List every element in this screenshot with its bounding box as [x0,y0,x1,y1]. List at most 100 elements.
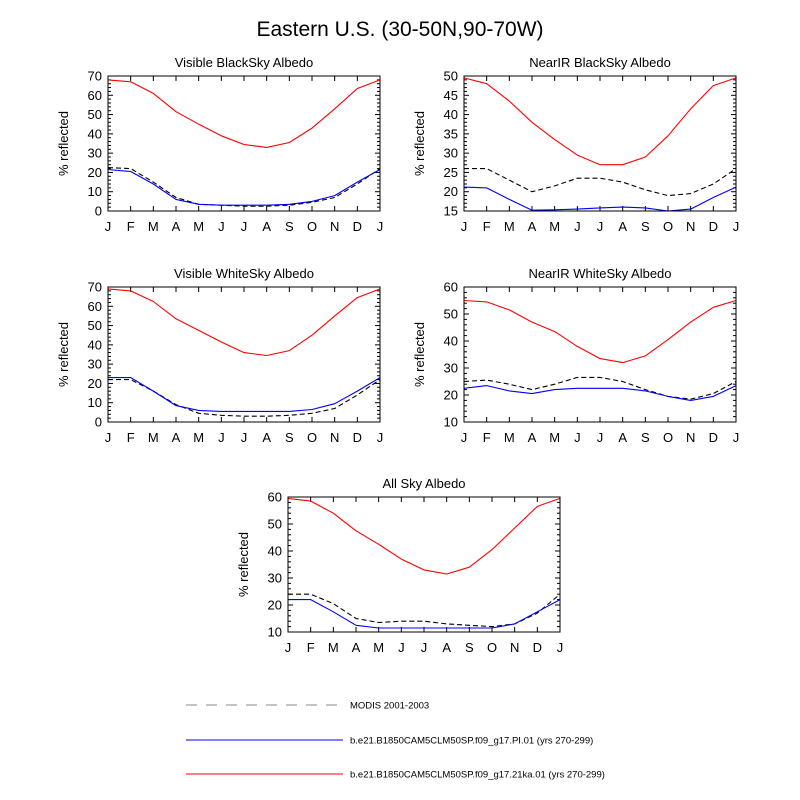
chart-visible-whitesky-albedo-x-tick-label: D [353,430,362,445]
chart-all-sky-albedo-x-tick-label: M [373,640,384,655]
chart-visible-whitesky-albedo-x-tick-label: A [262,430,271,445]
chart-visible-whitesky-albedo-y-tick-label: 50 [88,318,102,333]
chart-visible-whitesky-albedo-y-axis-label: % reflected [56,322,71,387]
figure-title: Eastern U.S. (30-50N,90-70W) [256,18,543,41]
panels: Visible BlackSky Albedo % reflected 0 10 20 3… [56,55,739,655]
chart-visible-blacksky-albedo-x-tick-label: M [193,219,204,234]
chart-visible-whitesky-albedo-x-tick-label: N [330,430,339,445]
chart-nearir-blacksky-albedo-x-tick-label: A [618,219,627,234]
chart-visible-blacksky-albedo-x-tick-label: N [330,219,339,234]
chart-all-sky-albedo-title: All Sky Albedo [382,476,465,491]
chart-nearir-blacksky-albedo-series-ka21-line [463,77,737,166]
chart-nearir-whitesky-albedo-y-tick-label: 20 [444,388,458,403]
chart-visible-blacksky-albedo-x-tick-label: J [218,219,225,234]
chart-nearir-whitesky-albedo-x-tick-label: J [733,430,740,445]
chart-nearir-blacksky-albedo-x-tick-label: A [528,219,537,234]
chart-nearir-blacksky-albedo-x-tick-label: N [686,219,695,234]
chart-visible-whitesky-albedo-x-tick-label: S [285,430,294,445]
chart-nearir-blacksky-albedo: NearIR BlackSky Albedo % reflected 15 20 25 3… [412,55,739,234]
chart-nearir-whitesky-albedo-x-tick-label: A [528,430,537,445]
chart-visible-whitesky-albedo-x-tick-label: A [172,430,181,445]
chart-nearir-blacksky-albedo-x-tick-label: J [597,219,604,234]
chart-nearir-whitesky-albedo-y-tick-label: 50 [444,307,458,322]
chart-nearir-blacksky-albedo-y-tick-label: 40 [444,107,458,122]
chart-all-sky-albedo-y-tick-label: 60 [268,490,282,505]
chart-all-sky-albedo-y-tick-label: 40 [268,544,282,559]
chart-nearir-blacksky-albedo-x-tick-label: J [574,219,581,234]
chart-visible-whitesky-albedo-series-ka21-line [107,288,381,357]
chart-visible-whitesky-albedo-title: Visible WhiteSky Albedo [174,266,314,281]
chart-visible-whitesky-albedo-y-tick-label: 30 [88,357,102,372]
chart-all-sky-albedo-x-tick-label: J [285,640,292,655]
chart-all-sky-albedo-y-tick-label: 50 [268,517,282,532]
chart-visible-whitesky-albedo-y-tick-label: 10 [88,395,102,410]
chart-all-sky-albedo-x-tick-label: F [307,640,315,655]
chart-nearir-whitesky-albedo-y-axis-label: % reflected [412,322,427,387]
chart-nearir-whitesky-albedo-x-tick-label: O [663,430,673,445]
chart-nearir-whitesky-albedo-y-tick-label: 60 [444,280,458,295]
chart-visible-whitesky-albedo-series-pi-line [108,377,381,412]
chart-nearir-blacksky-albedo-x-tick-label: D [709,219,718,234]
chart-visible-whitesky-albedo-x-tick-label: F [127,430,135,445]
chart-nearir-whitesky-albedo-x-tick-label: D [709,430,718,445]
chart-all-sky-albedo-x-tick-label: A [442,640,451,655]
chart-visible-blacksky-albedo-x-tick-label: J [105,219,112,234]
chart-visible-blacksky-albedo-x-tick-label: J [377,219,384,234]
chart-visible-whitesky-albedo-y-tick-label: 40 [88,337,102,352]
chart-nearir-blacksky-albedo-y-tick-label: 30 [444,146,458,161]
chart-visible-whitesky-albedo-y-tick-label: 20 [88,376,102,391]
chart-nearir-whitesky-albedo-series-pi-line [463,385,737,401]
chart-nearir-blacksky-albedo-y-tick-label: 45 [444,88,458,103]
chart-nearir-whitesky-albedo: NearIR WhiteSky Albedo % reflected 10 20 30 4… [412,266,739,445]
chart-visible-blacksky-albedo-y-tick-label: 40 [88,126,102,141]
chart-visible-blacksky-albedo: Visible BlackSky Albedo % reflected 0 10 20 3… [56,55,383,234]
chart-all-sky-albedo-x-tick-label: N [510,640,519,655]
chart-all-sky-albedo-series-ka21-line [287,497,561,575]
chart-nearir-whitesky-albedo-x-tick-label: J [461,430,468,445]
chart-nearir-whitesky-albedo-x-tick-label: J [574,430,581,445]
chart-visible-blacksky-albedo-x-tick-label: O [307,219,317,234]
chart-visible-blacksky-albedo-x-tick-label: D [353,219,362,234]
chart-nearir-whitesky-albedo-plot-frame [463,286,737,423]
chart-all-sky-albedo-x-tick-label: S [465,640,474,655]
chart-nearir-whitesky-albedo-y-tick-label: 30 [444,361,458,376]
chart-all-sky-albedo-y-tick-label: 10 [268,625,282,640]
chart-nearir-whitesky-albedo-x-tick-label: M [549,430,560,445]
chart-nearir-blacksky-albedo-x-tick-label: J [461,219,468,234]
chart-all-sky-albedo-y-axis-label: % reflected [236,532,251,597]
chart-nearir-blacksky-albedo-x-tick-label: M [549,219,560,234]
chart-visible-blacksky-albedo-y-tick-label: 70 [88,69,102,84]
chart-visible-whitesky-albedo-plot-frame [107,286,381,423]
chart-all-sky-albedo-plot-frame [287,496,561,633]
chart-visible-blacksky-albedo-plot-frame [107,75,381,212]
chart-nearir-blacksky-albedo-y-tick-label: 20 [444,184,458,199]
chart-nearir-whitesky-albedo-x-tick-label: S [641,430,650,445]
chart-nearir-blacksky-albedo-plot-frame [463,75,737,212]
chart-visible-whitesky-albedo-series-modis-line [108,379,381,417]
chart-all-sky-albedo-x-tick-label: J [557,640,564,655]
chart-nearir-whitesky-albedo-x-tick-label: M [504,430,515,445]
chart-nearir-whitesky-albedo-series-ka21-line [463,299,737,364]
chart-nearir-blacksky-albedo-x-tick-label: S [641,219,650,234]
chart-visible-whitesky-albedo-x-tick-label: J [377,430,384,445]
chart-visible-blacksky-albedo-title: Visible BlackSky Albedo [175,55,314,70]
chart-nearir-blacksky-albedo-series-pi-line [463,186,737,212]
chart-all-sky-albedo-x-tick-label: A [352,640,361,655]
chart-visible-whitesky-albedo: Visible WhiteSky Albedo % reflected 0 10 20 3… [56,266,383,445]
chart-nearir-blacksky-albedo-y-tick-label: 15 [444,204,458,219]
legend-modis-label: MODIS 2001-2003 [350,701,429,712]
chart-visible-blacksky-albedo-series-modis-line [107,167,381,207]
chart-all-sky-albedo-y-tick-label: 30 [268,571,282,586]
legend: MODIS 2001-2003 b.e21.B1850CAM5CLM50SP.f0… [186,701,605,781]
chart-visible-whitesky-albedo-x-tick-label: M [193,430,204,445]
chart-visible-blacksky-albedo-y-tick-label: 10 [88,184,102,199]
chart-all-sky-albedo-x-tick-label: J [421,640,428,655]
chart-visible-blacksky-albedo-y-tick-label: 60 [88,88,102,103]
chart-all-sky-albedo-x-tick-label: D [533,640,542,655]
legend-ka21-label: b.e21.B1850CAM5CLM50SP.f09_g17.21ka.01 (… [350,770,605,781]
chart-nearir-whitesky-albedo-x-tick-label: J [597,430,604,445]
chart-nearir-blacksky-albedo-y-tick-label: 35 [444,126,458,141]
chart-visible-whitesky-albedo-x-tick-label: J [105,430,112,445]
chart-nearir-whitesky-albedo-title: NearIR WhiteSky Albedo [528,266,671,281]
